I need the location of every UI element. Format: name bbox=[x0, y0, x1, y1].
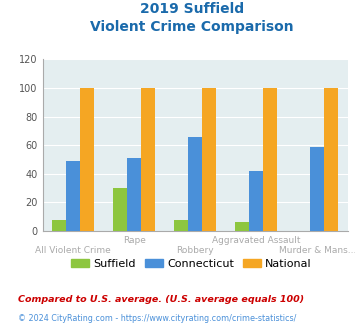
Text: Compared to U.S. average. (U.S. average equals 100): Compared to U.S. average. (U.S. average … bbox=[18, 295, 304, 304]
Text: © 2024 CityRating.com - https://www.cityrating.com/crime-statistics/: © 2024 CityRating.com - https://www.city… bbox=[18, 314, 296, 323]
Text: Violent Crime Comparison: Violent Crime Comparison bbox=[90, 20, 294, 34]
Bar bbox=[127, 158, 141, 231]
Text: Aggravated Assault: Aggravated Assault bbox=[212, 236, 301, 245]
Text: Rape: Rape bbox=[123, 236, 146, 245]
Bar bbox=[52, 219, 66, 231]
Text: All Violent Crime: All Violent Crime bbox=[35, 246, 111, 255]
Bar bbox=[80, 88, 94, 231]
Bar bbox=[66, 161, 80, 231]
Bar bbox=[113, 188, 127, 231]
Bar bbox=[235, 222, 249, 231]
Bar bbox=[249, 171, 263, 231]
Bar bbox=[174, 219, 188, 231]
Bar bbox=[324, 88, 338, 231]
Bar bbox=[188, 137, 202, 231]
Legend: Suffield, Connecticut, National: Suffield, Connecticut, National bbox=[67, 254, 316, 273]
Bar bbox=[310, 147, 324, 231]
Text: Robbery: Robbery bbox=[176, 246, 214, 255]
Bar bbox=[141, 88, 155, 231]
Bar bbox=[263, 88, 277, 231]
Text: 2019 Suffield: 2019 Suffield bbox=[140, 2, 244, 16]
Bar bbox=[202, 88, 216, 231]
Text: Murder & Mans...: Murder & Mans... bbox=[279, 246, 355, 255]
